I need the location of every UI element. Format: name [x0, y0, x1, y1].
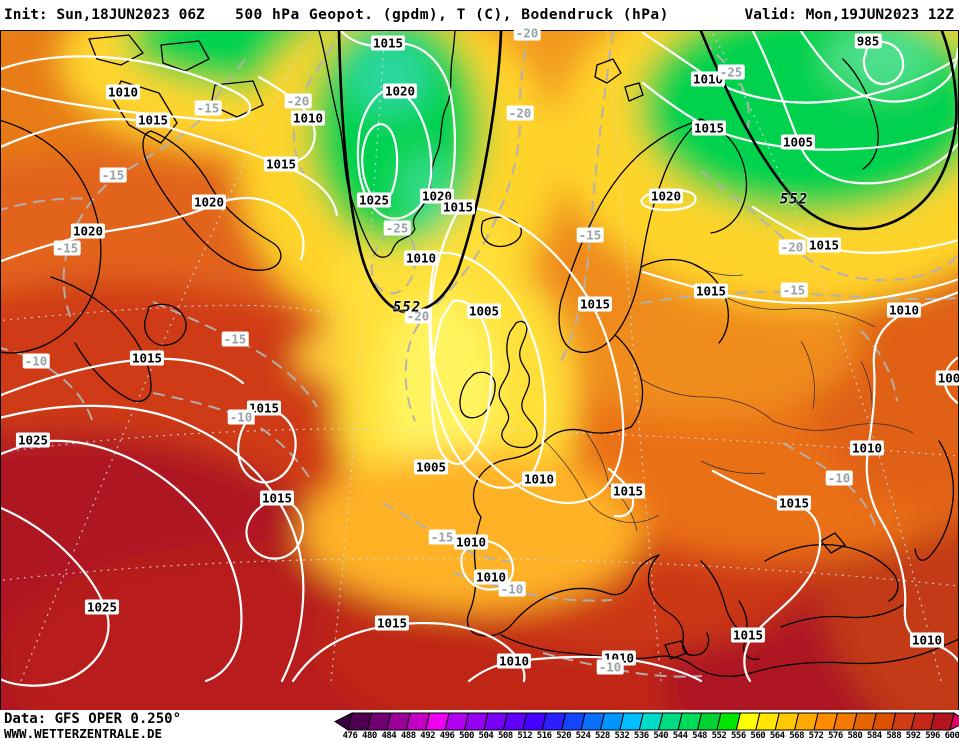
- colorbar-tick: 496: [439, 731, 455, 741]
- colorbar: [333, 712, 959, 731]
- colorbar-tick: 516: [536, 731, 552, 741]
- init-time-label: Init: Sun,18JUN2023 06Z: [4, 7, 205, 23]
- colorbar-tick: 552: [711, 731, 727, 741]
- graticule-layer: [1, 31, 958, 682]
- colorbar-tick: 544: [672, 731, 688, 741]
- colorbar-tick: 548: [692, 731, 707, 741]
- colorbar-tick: 520: [556, 731, 571, 741]
- colorbar-tick: 572: [808, 731, 824, 741]
- colorbar-tick: 576: [828, 731, 843, 741]
- colorbar-tick: 600: [944, 731, 959, 741]
- weather-map-svg: [1, 31, 958, 710]
- colorbar-tick: 524: [575, 731, 591, 741]
- chart-title: 500 hPa Geopot. (gpdm), T (C), Bodendruc…: [235, 7, 669, 23]
- colorbar-tick: 540: [653, 731, 669, 741]
- colorbar-tick: 504: [478, 731, 494, 741]
- colorbar-tick: 556: [730, 731, 746, 741]
- colorbar-tick: 584: [866, 731, 882, 741]
- chart-header: Init: Sun,18JUN2023 06Z 500 hPa Geopot. …: [0, 0, 959, 30]
- chart-footer: Data: GFS OPER 0.250° WWW.WETTERZENTRALE…: [0, 710, 959, 741]
- colorbar-tick: 488: [400, 731, 416, 741]
- colorbar-tick: 596: [925, 731, 940, 741]
- colorbar-tick: 588: [886, 731, 902, 741]
- colorbar-tick: 560: [750, 731, 766, 741]
- colorbar-tick: 528: [595, 731, 610, 741]
- colorbar-tick: 592: [905, 731, 921, 741]
- colorbar-tick: 476: [342, 731, 358, 741]
- colorbar-tick: 500: [459, 731, 474, 741]
- colorbar-tick: 580: [847, 731, 863, 741]
- colorbar-tick: 480: [362, 731, 377, 741]
- colorbar-tick: 492: [420, 731, 436, 741]
- valid-time-label: Valid: Mon,19JUN2023 12Z: [744, 7, 954, 23]
- colorbar-tick: 508: [497, 731, 513, 741]
- colorbar-tick: 484: [381, 731, 397, 741]
- colorbar-tick: 532: [614, 731, 630, 741]
- temperature-fill-layer: [1, 31, 958, 710]
- data-source-label: Data: GFS OPER 0.250°: [4, 711, 182, 727]
- weather-map: [0, 30, 959, 711]
- website-label: WWW.WETTERZENTRALE.DE: [4, 726, 163, 741]
- colorbar-tick: 568: [789, 731, 805, 741]
- colorbar-tick: 536: [633, 731, 649, 741]
- colorbar-tick: 564: [769, 731, 785, 741]
- colorbar-tick: 512: [517, 731, 533, 741]
